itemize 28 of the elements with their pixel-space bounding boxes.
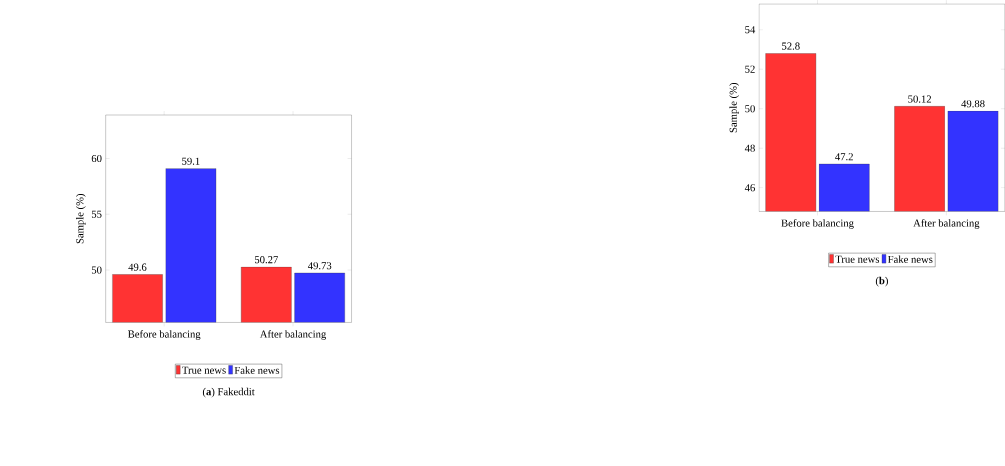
y-tick-label: 48 bbox=[744, 144, 755, 152]
data-label: 50.12 bbox=[908, 95, 932, 103]
y-tick-label: 50 bbox=[91, 266, 102, 274]
data-label: 52.8 bbox=[782, 42, 800, 50]
legend-label: Fake news bbox=[887, 255, 933, 263]
legend-label: True news bbox=[835, 255, 880, 263]
y-tick-label: 60 bbox=[91, 154, 102, 162]
x-tick-label: After balancing bbox=[913, 218, 980, 229]
y-tick-label: 50 bbox=[745, 104, 755, 113]
data-label: 59.1 bbox=[182, 157, 200, 165]
y-tick-label: 52 bbox=[745, 65, 755, 73]
legend-label: True news bbox=[182, 366, 226, 374]
data-label: 49.73 bbox=[307, 261, 332, 270]
data-label: 49.6 bbox=[128, 263, 147, 271]
y-axis-title: Sample (%) bbox=[76, 193, 86, 244]
legend-label: Fake news bbox=[234, 366, 280, 374]
text: (b) bbox=[875, 276, 888, 287]
y-tick-label: 46 bbox=[744, 184, 755, 192]
y-tick-label: 55 bbox=[91, 210, 102, 218]
data-label: 49.88 bbox=[961, 100, 985, 108]
data-label: 50.27 bbox=[254, 255, 278, 264]
x-tick-label: After balancing bbox=[259, 329, 327, 340]
y-axis-title: Sample (%) bbox=[729, 82, 739, 133]
y-tick-label: 54 bbox=[745, 25, 756, 34]
data-label: 47.2 bbox=[835, 152, 853, 161]
x-tick-label: Before balancing bbox=[128, 329, 201, 340]
x-tick-label: Before balancing bbox=[781, 218, 854, 229]
text: (a) Fakeddit bbox=[202, 387, 255, 398]
